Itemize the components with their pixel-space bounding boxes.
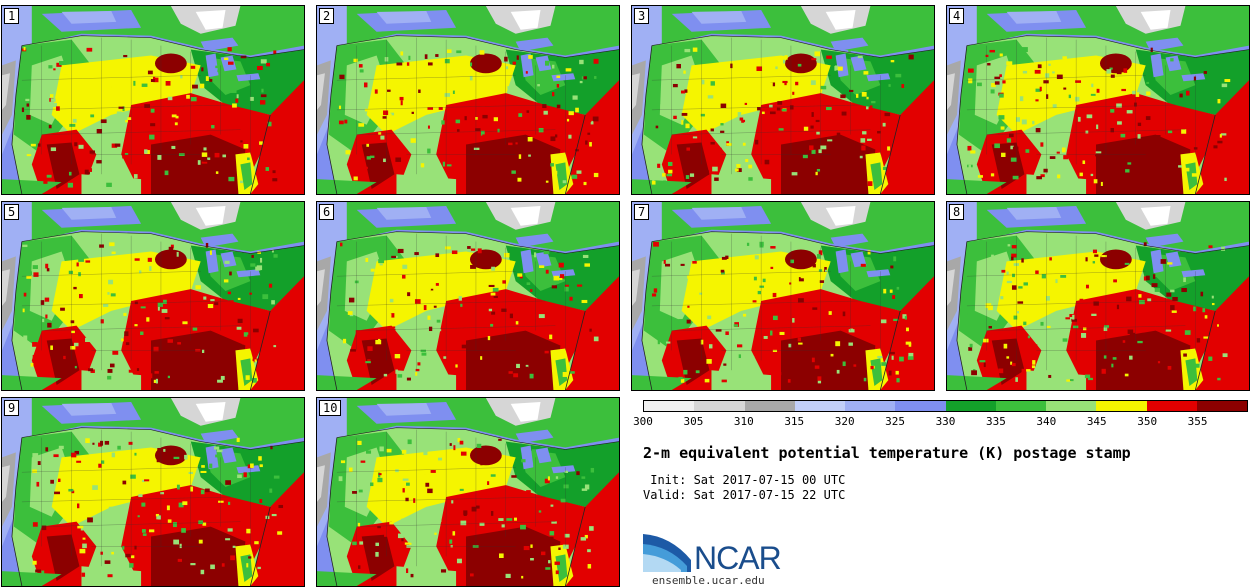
theta-e-map bbox=[632, 6, 934, 194]
valid-time: Valid: Sat 2017-07-15 22 UTC bbox=[643, 488, 846, 502]
colorbar-segment bbox=[694, 401, 745, 411]
theta-e-map bbox=[317, 6, 619, 194]
panel-number: 1 bbox=[4, 8, 20, 24]
colorbar-tick-label: 345 bbox=[1086, 415, 1107, 428]
colorbar-segment bbox=[1046, 401, 1097, 411]
colorbar-tick-label: 320 bbox=[834, 415, 855, 428]
colorbar-segment bbox=[995, 401, 1046, 411]
panel-number: 4 bbox=[949, 8, 965, 24]
colorbar-tick-label: 325 bbox=[885, 415, 906, 428]
colorbar-tick-label: 355 bbox=[1187, 415, 1208, 428]
colorbar-segment bbox=[845, 401, 896, 411]
ensemble-member-panel-7: 7 bbox=[631, 201, 935, 391]
panel-number: 7 bbox=[634, 204, 650, 220]
panel-number: 2 bbox=[319, 8, 335, 24]
figure-title: 2-m equivalent potential temperature (K)… bbox=[643, 444, 1131, 462]
colorbar-tick-label: 330 bbox=[935, 415, 956, 428]
panel-number: 6 bbox=[319, 204, 335, 220]
theta-e-map bbox=[632, 202, 934, 390]
ensemble-member-panel-5: 5 bbox=[1, 201, 305, 391]
colorbar-tick-label: 305 bbox=[683, 415, 704, 428]
colorbar-segment bbox=[1146, 401, 1197, 411]
colorbar-tick-label: 315 bbox=[784, 415, 805, 428]
theta-e-map bbox=[317, 202, 619, 390]
theta-e-map bbox=[2, 398, 304, 586]
theta-e-map bbox=[947, 202, 1249, 390]
colorbar-segment bbox=[945, 401, 996, 411]
init-time: Init: Sat 2017-07-15 00 UTC bbox=[643, 473, 846, 487]
ensemble-member-panel-1: 1 bbox=[1, 5, 305, 195]
colorbar-tick-label: 350 bbox=[1137, 415, 1158, 428]
colorbar bbox=[643, 400, 1248, 412]
ncar-logo-icon bbox=[643, 534, 691, 572]
theta-e-map bbox=[2, 202, 304, 390]
ensemble-member-panel-4: 4 bbox=[946, 5, 1250, 195]
panel-number: 9 bbox=[4, 400, 20, 416]
logo-text: NCAR bbox=[694, 540, 782, 576]
ensemble-member-panel-3: 3 bbox=[631, 5, 935, 195]
ensemble-member-panel-2: 2 bbox=[316, 5, 620, 195]
colorbar-segment bbox=[1196, 401, 1247, 411]
panel-number: 5 bbox=[4, 204, 20, 220]
colorbar-tick-label: 310 bbox=[733, 415, 754, 428]
ensemble-member-panel-10: 10 bbox=[316, 397, 620, 587]
theta-e-map bbox=[947, 6, 1249, 194]
panel-number: 8 bbox=[949, 204, 965, 220]
colorbar-tick-label: 335 bbox=[985, 415, 1006, 428]
ensemble-member-panel-9: 9 bbox=[1, 397, 305, 587]
colorbar-segment bbox=[794, 401, 845, 411]
colorbar-segment bbox=[644, 401, 695, 411]
logo-url: ensemble.ucar.edu bbox=[652, 574, 765, 587]
theta-e-map bbox=[317, 398, 619, 586]
colorbar-segment bbox=[744, 401, 795, 411]
colorbar-segment bbox=[895, 401, 946, 411]
panel-number: 10 bbox=[319, 400, 342, 416]
theta-e-map bbox=[2, 6, 304, 194]
panel-number: 3 bbox=[634, 8, 650, 24]
ensemble-member-panel-8: 8 bbox=[946, 201, 1250, 391]
colorbar-tick-label: 340 bbox=[1036, 415, 1057, 428]
colorbar-tick-label: 300 bbox=[633, 415, 653, 428]
ensemble-member-panel-6: 6 bbox=[316, 201, 620, 391]
colorbar-segment bbox=[1096, 401, 1147, 411]
